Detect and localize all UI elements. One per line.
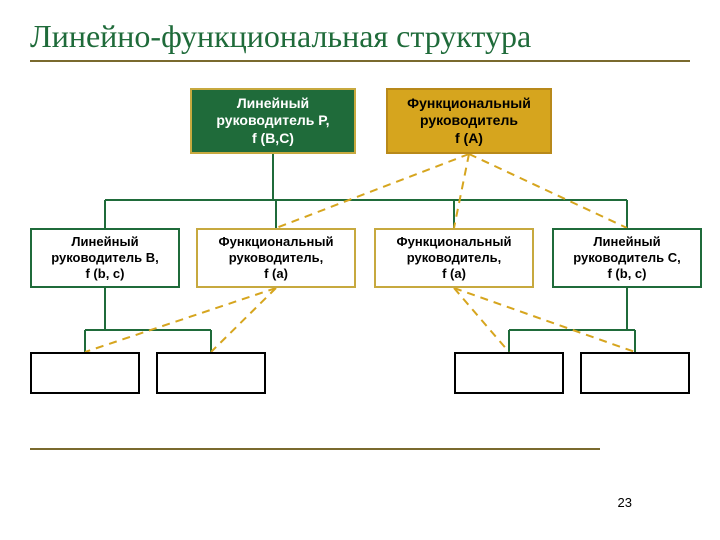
node-Fa2-line: руководитель, (397, 250, 512, 266)
node-Fa1-line: Функциональный (219, 234, 334, 250)
node-B: Линейныйруководитель В,f (b, c) (30, 228, 180, 288)
node-Fa2: Функциональныйруководитель,f (a) (374, 228, 534, 288)
slide: Линейно-функциональная структура Линейны… (0, 0, 720, 540)
node-P-line: руководитель Р, (216, 112, 329, 130)
node-C-line: f (b, c) (573, 266, 681, 282)
node-Fa1-line: f (a) (219, 266, 334, 282)
node-B-line: f (b, c) (51, 266, 159, 282)
node-B-line: руководитель В, (51, 250, 159, 266)
node-L4 (580, 352, 690, 394)
rule-bottom (30, 448, 600, 450)
node-P: Линейныйруководитель Р,f (B,C) (190, 88, 356, 154)
node-Fa2-line: Функциональный (397, 234, 512, 250)
page-number: 23 (618, 495, 632, 510)
node-A: Функциональныйруководительf (A) (386, 88, 552, 154)
node-B-line: Линейный (51, 234, 159, 250)
node-Fa2-line: f (a) (397, 266, 512, 282)
node-C: Линейныйруководитель С,f (b, c) (552, 228, 702, 288)
node-A-line: руководитель (407, 112, 531, 130)
node-Fa1-line: руководитель, (219, 250, 334, 266)
node-A-line: f (A) (407, 130, 531, 148)
node-P-line: f (B,C) (216, 130, 329, 148)
node-A-line: Функциональный (407, 95, 531, 113)
node-P-line: Линейный (216, 95, 329, 113)
rule-top (30, 60, 690, 62)
node-L3 (454, 352, 564, 394)
node-L2 (156, 352, 266, 394)
node-L1 (30, 352, 140, 394)
page-title: Линейно-функциональная структура (30, 18, 531, 55)
node-C-line: Линейный (573, 234, 681, 250)
node-Fa1: Функциональныйруководитель,f (a) (196, 228, 356, 288)
node-C-line: руководитель С, (573, 250, 681, 266)
